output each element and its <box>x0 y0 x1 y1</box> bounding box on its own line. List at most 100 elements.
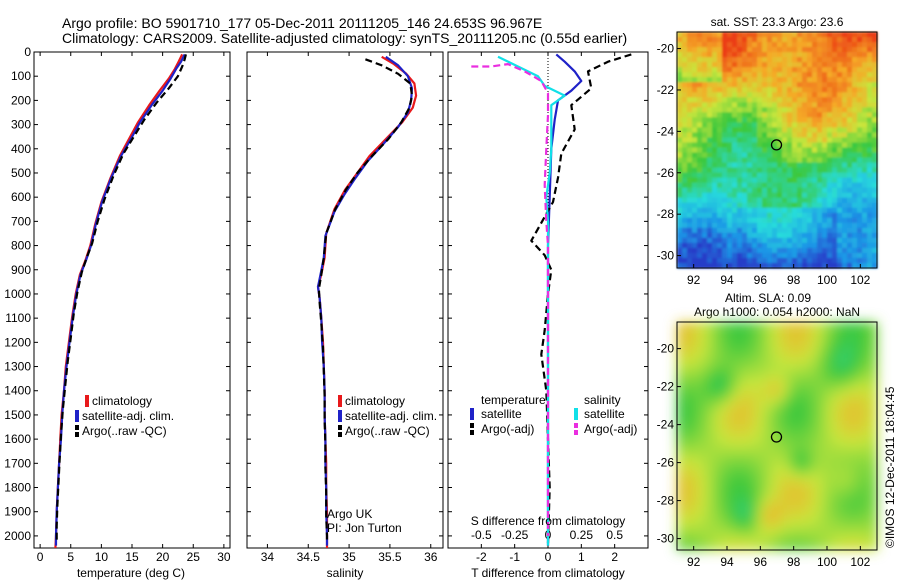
legend-swatch-argo <box>75 425 79 430</box>
heatmap-cell <box>812 485 818 492</box>
heatmap-cell <box>872 386 878 392</box>
heatmap-cell <box>842 490 848 497</box>
heatmap-cell <box>832 77 838 83</box>
difference-series <box>471 52 632 548</box>
heatmap-cell <box>752 515 758 521</box>
heatmap-cell <box>807 361 813 368</box>
heatmap-cell <box>687 107 693 113</box>
heatmap-cell <box>847 187 853 194</box>
heatmap-cell <box>717 470 723 477</box>
heatmap-cell <box>867 530 873 536</box>
heatmap-cell <box>817 187 823 194</box>
heatmap-cell <box>737 52 743 58</box>
heatmap-cell <box>737 247 743 254</box>
heatmap-cell <box>867 72 873 78</box>
heatmap-cell <box>802 416 808 422</box>
heatmap-cell <box>832 117 838 123</box>
heatmap-cell <box>742 247 748 254</box>
heatmap-cell <box>827 107 833 113</box>
heatmap-cell <box>682 147 688 154</box>
heatmap-cell <box>807 520 813 526</box>
heatmap-cell <box>737 431 743 437</box>
heatmap-cell <box>712 396 718 402</box>
heatmap-cell <box>797 495 803 502</box>
heatmap-cell <box>847 77 853 83</box>
heatmap-cell <box>687 545 693 551</box>
heatmap-cell <box>777 137 783 144</box>
heatmap-cell <box>707 157 713 164</box>
heatmap-cell <box>752 197 758 204</box>
heatmap-cell <box>832 227 838 234</box>
legend-swatch-s-argo-2 <box>574 430 578 435</box>
heatmap-cell <box>697 137 703 144</box>
heatmap-cell <box>727 242 733 249</box>
heatmap-cell <box>767 57 773 63</box>
heatmap-cell <box>702 411 708 417</box>
heatmap-cell <box>722 87 728 93</box>
heatmap-cell <box>697 122 703 128</box>
heatmap-cell <box>802 122 808 128</box>
heatmap-cell <box>697 212 703 219</box>
heatmap-cell <box>852 187 858 194</box>
heatmap-cell <box>677 127 683 134</box>
heatmap-cell <box>867 510 873 516</box>
heatmap-cell <box>847 505 853 511</box>
heatmap-cell <box>742 421 748 427</box>
heatmap-cell <box>867 212 873 219</box>
heatmap-cell <box>822 495 828 502</box>
heatmap-cell <box>827 525 833 531</box>
heatmap-cell <box>822 172 828 179</box>
heatmap-cell <box>792 401 798 407</box>
heatmap-cell <box>712 192 718 199</box>
heatmap-cell <box>687 341 693 348</box>
heatmap-cell <box>757 112 763 118</box>
heatmap-cell <box>847 262 853 269</box>
heatmap-cell <box>707 217 713 224</box>
heatmap-cell <box>852 37 858 43</box>
heatmap-cell <box>722 366 728 373</box>
heatmap-cell <box>697 182 703 189</box>
heatmap-cell <box>777 406 783 412</box>
heatmap-cell <box>872 162 878 169</box>
heatmap-cell <box>792 535 798 541</box>
heatmap-cell <box>712 436 718 442</box>
heatmap-cell <box>722 545 728 551</box>
heatmap-cell <box>872 366 878 373</box>
heatmap-cell <box>767 177 773 184</box>
heatmap-cell <box>812 127 818 134</box>
heatmap-cell <box>802 361 808 368</box>
heatmap-cell <box>817 102 823 108</box>
heatmap-cell <box>802 132 808 139</box>
heatmap-cell <box>762 117 768 123</box>
heatmap-cell <box>737 57 743 63</box>
heatmap-cell <box>692 77 698 83</box>
heatmap-cell <box>852 152 858 159</box>
heatmap-cell <box>782 475 788 482</box>
heatmap-cell <box>692 117 698 123</box>
heatmap-cell <box>832 107 838 113</box>
heatmap-cell <box>812 192 818 199</box>
heatmap-cell <box>757 207 763 214</box>
heatmap-cell <box>762 540 768 546</box>
heatmap-cell <box>832 346 838 353</box>
heatmap-cell <box>677 52 683 58</box>
heatmap-cell <box>702 177 708 184</box>
heatmap-cell <box>682 426 688 432</box>
heatmap-cell <box>702 32 708 38</box>
heatmap-cell <box>717 510 723 516</box>
heatmap-cell <box>677 107 683 113</box>
heatmap-cell <box>737 495 743 502</box>
heatmap-cell <box>707 47 713 53</box>
heatmap-cell <box>787 485 793 492</box>
heatmap-cell <box>812 152 818 159</box>
heatmap-cell <box>847 152 853 159</box>
heatmap-cell <box>682 515 688 521</box>
heatmap-cell <box>782 237 788 244</box>
heatmap-cell <box>757 376 763 383</box>
heatmap-cell <box>857 401 863 407</box>
heatmap-cell <box>817 142 823 149</box>
heatmap-cell <box>832 450 838 457</box>
heatmap-cell <box>752 336 758 343</box>
heatmap-cell <box>717 192 723 199</box>
heatmap-cell <box>872 242 878 249</box>
